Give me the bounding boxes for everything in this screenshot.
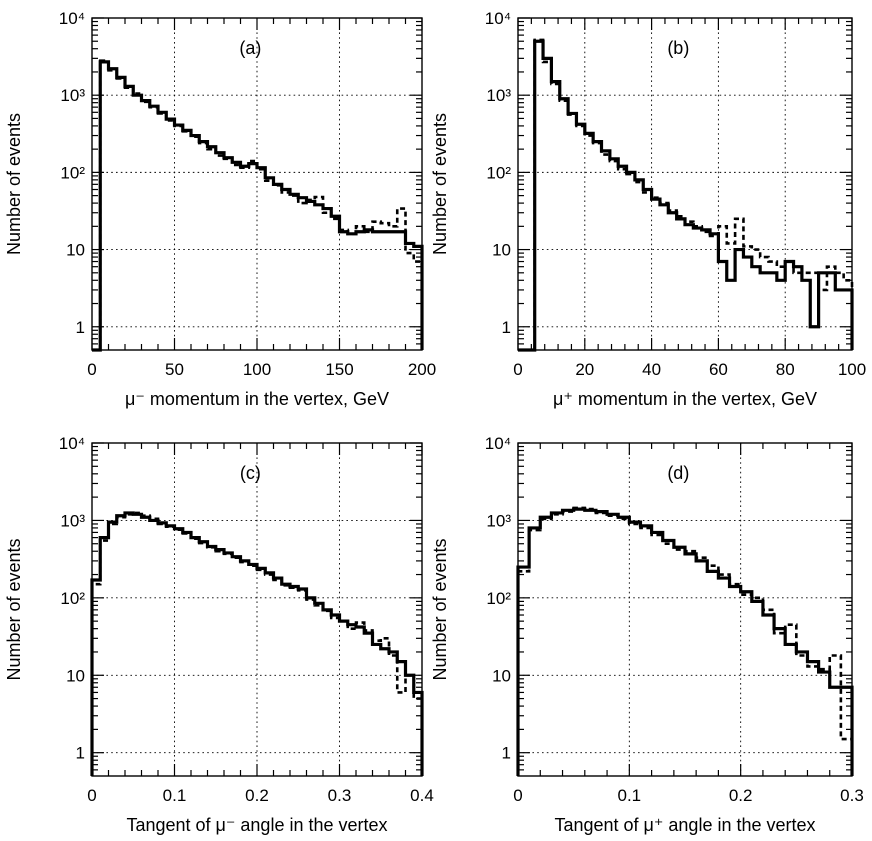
x-tick-label: 80 <box>776 360 795 379</box>
x-tick-label: 0.1 <box>618 786 642 805</box>
y-axis-title: Number of events <box>430 113 450 255</box>
x-tick-label: 0 <box>87 786 96 805</box>
y-tick-label: 10⁴ <box>485 434 511 453</box>
histogram-dashed <box>518 38 854 352</box>
panel-label: (b) <box>667 38 689 58</box>
plot-frame <box>91 17 423 351</box>
x-tick-label: 50 <box>165 360 184 379</box>
panel-c: 1 10 10² 10³ 10⁴ 0 0.1 0.2 0.3 0.4 Tangent of μ⁻ a… <box>4 434 434 835</box>
y-tick-label: 10³ <box>60 511 85 530</box>
histogram-dashed <box>516 506 854 776</box>
x-tick-label: 0.2 <box>729 786 753 805</box>
panel-a: 1 10 10² 10³ 10⁴ 0 50 100 150 200 μ⁻ momentum in t… <box>4 9 436 409</box>
x-tick-label: 20 <box>575 360 594 379</box>
x-tick-label: 0 <box>513 786 522 805</box>
y-tick-label: 1 <box>502 318 511 337</box>
y-tick-label: 10² <box>486 163 511 182</box>
y-tick-label: 10⁴ <box>59 434 85 453</box>
x-axis-title: Tangent of μ⁺ angle in the vertex <box>554 815 815 835</box>
panel-b: 1 10 10² 10³ 10⁴ 0 20 40 60 80 100 μ⁺ momentum in t… <box>430 9 866 409</box>
panel-d: 1 10 10² 10³ 10⁴ 0 0.1 0.2 0.3 Tangent of μ⁺ angl… <box>430 434 864 835</box>
panel-label: (d) <box>667 463 689 483</box>
x-tick-label: 0.4 <box>410 786 434 805</box>
y-tick-label: 1 <box>76 744 85 763</box>
x-tick-label: 100 <box>838 360 866 379</box>
y-tick-label: 10⁴ <box>485 9 511 28</box>
x-tick-label: 0 <box>513 360 522 379</box>
y-tick-label: 10² <box>60 589 85 608</box>
plot-frame <box>517 17 853 351</box>
y-tick-label: 10⁴ <box>59 9 85 28</box>
y-tick-label: 10² <box>486 589 511 608</box>
y-tick-label: 10³ <box>486 511 511 530</box>
x-tick-label: 60 <box>709 360 728 379</box>
y-tick-label: 10 <box>492 241 511 260</box>
x-tick-label: 0.2 <box>245 786 269 805</box>
x-tick-label: 0.3 <box>840 786 864 805</box>
y-tick-label: 10 <box>66 241 85 260</box>
histogram-solid <box>518 39 854 352</box>
y-axis-title: Number of events <box>430 538 450 680</box>
plot-frame <box>517 442 853 777</box>
y-tick-label: 1 <box>502 744 511 763</box>
y-tick-label: 1 <box>76 318 85 337</box>
x-tick-label: 200 <box>408 360 436 379</box>
x-tick-label: 0.3 <box>328 786 352 805</box>
plot-frame <box>91 442 423 777</box>
y-tick-label: 10² <box>60 163 85 182</box>
x-tick-label: 0 <box>87 360 96 379</box>
y-tick-label: 10³ <box>60 86 85 105</box>
panel-label: (c) <box>240 463 261 483</box>
y-axis-title: Number of events <box>4 113 24 255</box>
y-tick-label: 10³ <box>486 86 511 105</box>
x-tick-label: 150 <box>325 360 353 379</box>
x-tick-label: 40 <box>642 360 661 379</box>
y-tick-label: 10 <box>492 666 511 685</box>
x-tick-label: 100 <box>243 360 271 379</box>
x-axis-title: μ⁻ momentum in the vertex, GeV <box>125 389 389 409</box>
x-axis-title: μ⁺ momentum in the vertex, GeV <box>553 389 817 409</box>
y-axis-title: Number of events <box>4 538 24 680</box>
y-tick-label: 10 <box>66 666 85 685</box>
x-axis-title: Tangent of μ⁻ angle in the vertex <box>126 815 387 835</box>
x-tick-label: 0.1 <box>163 786 187 805</box>
panel-label: (a) <box>239 38 261 58</box>
